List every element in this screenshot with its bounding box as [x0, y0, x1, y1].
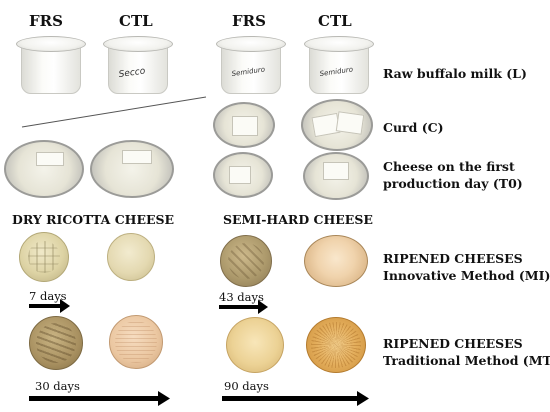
row-label-curd: Curd (C)	[383, 120, 444, 135]
ripened-mi-line2: Innovative Method (MI)	[383, 268, 550, 283]
timeline-label-ricotta-mt: 30 days	[35, 379, 80, 393]
milk-cup-frs-semihard: Semiduro	[216, 36, 286, 94]
cheese-semihard-frs-mt	[226, 317, 284, 373]
curd-dish-ctl	[301, 99, 373, 151]
divider-line	[21, 96, 207, 128]
arrow-ricotta-mt	[29, 391, 170, 406]
column-header-ctl-right: CTL	[318, 12, 352, 30]
milk-cup-ctl-semihard: Semiduro	[304, 36, 374, 94]
section-header-dry-ricotta: DRY RICOTTA CHEESE	[12, 212, 175, 227]
ripened-mt-line2: Traditional Method (MT)	[383, 353, 550, 368]
timeline-label-ricotta-mi: 7 days	[29, 289, 67, 303]
cheese-ricotta-ctl-mi	[107, 233, 155, 281]
ripened-mi-line1: RIPENED CHEESES	[383, 251, 523, 266]
timeline-label-semihard-mi: 43 days	[219, 290, 264, 304]
column-header-frs-right: FRS	[232, 12, 266, 30]
section-header-semi-hard: SEMI-HARD CHEESE	[223, 212, 373, 227]
t0-dish-ricotta-ctl	[90, 140, 174, 198]
ripened-mt-line1: RIPENED CHEESES	[383, 336, 523, 351]
cheese-ricotta-ctl-mt	[109, 315, 163, 369]
arrow-semihard-mt	[222, 391, 369, 406]
row-label-raw-milk: Raw buffalo milk (L)	[383, 66, 527, 81]
t0-dish-semihard-frs	[213, 152, 273, 198]
column-header-frs-left: FRS	[29, 12, 63, 30]
row-label-cheese-t0-line1: Cheese on the first	[383, 159, 515, 174]
row-label-cheese-t0-line2: production day (T0)	[383, 176, 523, 191]
column-header-ctl-left: CTL	[119, 12, 153, 30]
arrow-ricotta-mi	[29, 299, 70, 313]
cheese-semihard-frs-mi	[220, 235, 272, 287]
t0-dish-semihard-ctl	[303, 152, 369, 200]
cheese-semihard-ctl-mi	[304, 235, 368, 287]
cheese-semihard-ctl-mt	[306, 317, 366, 373]
timeline-label-semihard-mt: 90 days	[224, 379, 269, 393]
cheese-ricotta-frs-mi	[19, 232, 69, 282]
t0-dish-ricotta-frs	[4, 140, 84, 198]
curd-dish-frs	[213, 102, 275, 148]
milk-cup-frs-ricotta	[16, 36, 86, 94]
arrow-semihard-mi	[219, 300, 268, 314]
cheese-ricotta-frs-mt	[29, 316, 83, 370]
milk-cup-ctl-ricotta: Secco	[103, 36, 173, 94]
